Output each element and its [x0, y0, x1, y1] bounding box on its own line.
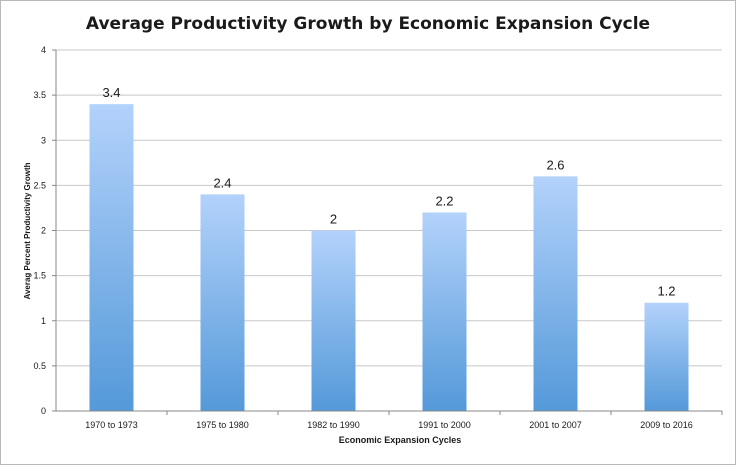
data-labels: 3.4 2.4 2 2.2 2.6 1.2: [102, 85, 675, 299]
bar: [422, 212, 467, 411]
bar: [200, 194, 245, 411]
y-tick-label: 0.5: [33, 361, 46, 371]
data-label: 2.2: [435, 193, 453, 208]
y-tick-label: 4: [41, 45, 46, 55]
y-tick-label: 1: [41, 316, 46, 326]
x-tick-label: 1970 to 1973: [85, 420, 138, 430]
bar: [311, 230, 356, 411]
y-axis-ticks: 0 0.5 1 1.5 2 2.5 3 3.5 4: [33, 45, 56, 416]
y-tick-label: 2.5: [33, 180, 46, 190]
data-label: 2: [330, 212, 337, 227]
x-axis-label: Economic Expansion Cycles: [339, 435, 462, 445]
x-tick-label: 2001 to 2007: [529, 420, 582, 430]
y-tick-label: 1.5: [33, 271, 46, 281]
bar: [533, 176, 578, 411]
y-tick-label: 3.5: [33, 90, 46, 100]
gridlines: [56, 49, 722, 367]
data-label: 2.4: [213, 175, 231, 190]
bar: [644, 302, 689, 411]
x-tick-label: 1982 to 1990: [307, 420, 360, 430]
x-tick-label: 1991 to 2000: [418, 420, 471, 430]
data-label: 1.2: [657, 284, 675, 299]
y-tick-label: 3: [41, 135, 46, 145]
data-label: 3.4: [102, 85, 120, 100]
chart-title: Average Productivity Growth by Economic …: [85, 14, 651, 34]
x-tick-label: 2009 to 2016: [640, 420, 693, 430]
y-tick-label: 0: [41, 406, 46, 416]
y-tick-label: 2: [41, 226, 46, 236]
y-axis-label: Averag Percent Productivity Growth: [23, 162, 32, 299]
x-axis-ticks: 1970 to 1973 1975 to 1980 1982 to 1990 1991…: [85, 411, 723, 430]
x-tick-label: 1975 to 1980: [196, 420, 249, 430]
bar: [89, 104, 134, 412]
bars: [89, 104, 689, 412]
data-label: 2.6: [546, 157, 564, 172]
